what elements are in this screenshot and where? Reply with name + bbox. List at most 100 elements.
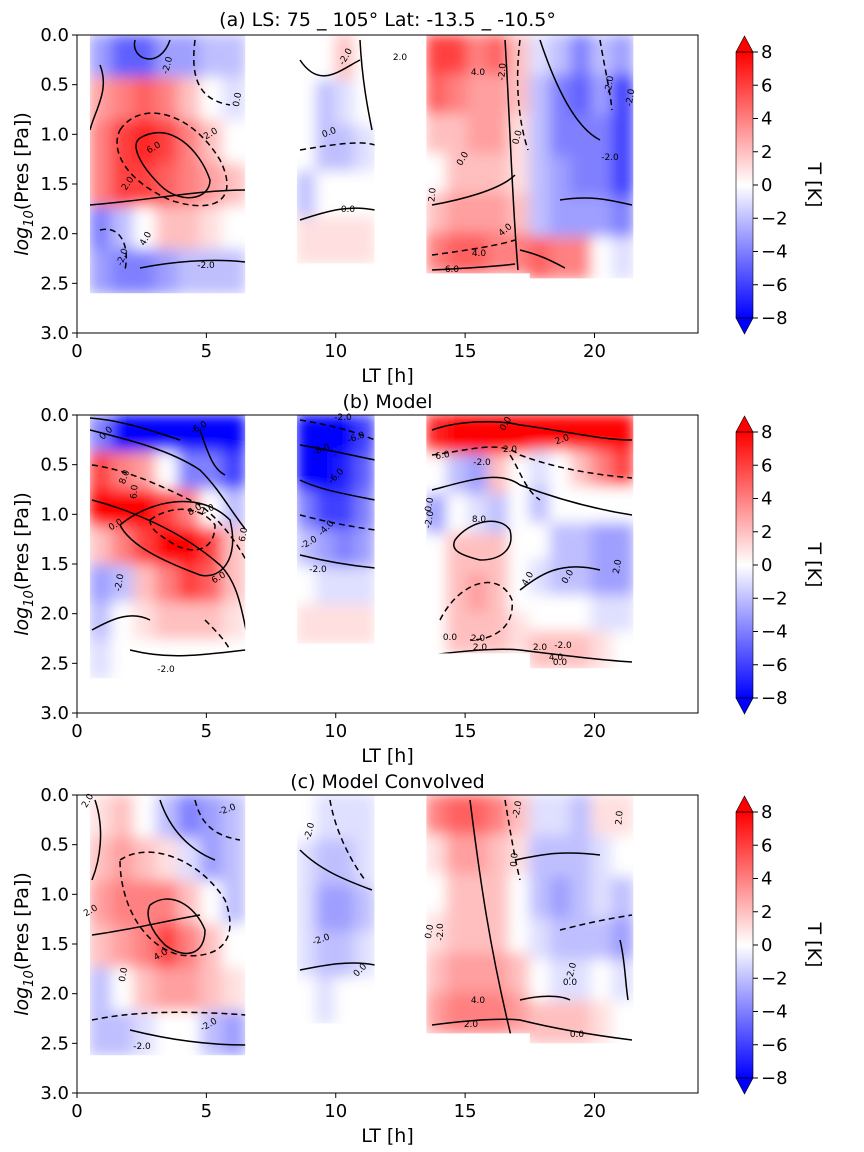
contour-line — [431, 476, 633, 516]
field-cell-b3 — [590, 115, 614, 158]
field-cell-b3 — [549, 594, 573, 634]
contour-line — [193, 39, 231, 106]
contour-label: 2.0 — [471, 634, 486, 644]
field-cell-b1 — [315, 35, 337, 82]
field-cell-b0 — [222, 77, 247, 123]
field-cell-b0 — [133, 639, 158, 679]
colorbar-gradient — [736, 812, 753, 1078]
contour-line — [91, 499, 247, 631]
field-cell-b3 — [611, 196, 634, 239]
field-cell-b1 — [334, 885, 357, 934]
field-cell-b0 — [155, 120, 180, 166]
y-tick-label: 3.0 — [40, 1083, 69, 1104]
field-cell-b2 — [466, 873, 490, 916]
contour-line — [519, 566, 601, 591]
field-cell-b3 — [528, 835, 552, 879]
x-tick-label: 20 — [583, 721, 606, 742]
y-axis-label-sub: 10 — [22, 590, 37, 607]
field-cell-b0 — [177, 639, 202, 679]
y-tick-label: 2.0 — [40, 224, 69, 245]
colorbar-tick-label: −4 — [761, 622, 788, 643]
field-cell-b2 — [446, 192, 469, 235]
y-tick-label: 0.0 — [40, 25, 69, 46]
field-cell-b1 — [334, 490, 357, 531]
field-cell-b3 — [590, 795, 614, 838]
contour-line — [159, 799, 216, 861]
contour-line — [431, 239, 516, 256]
contour-label: 8.0 — [118, 469, 132, 486]
field-cell-b1 — [295, 931, 318, 979]
x-axis-label: LT [h] — [361, 1125, 413, 1147]
field-cell-b0 — [133, 837, 158, 883]
panel-title: (b) Model — [343, 391, 433, 413]
contour-line — [431, 420, 633, 441]
panel-c: 2.02.04.00.0-2.0-2.0-2.0-2.0-2.00.0-2.00… — [11, 771, 825, 1147]
field-cell-b0 — [89, 602, 114, 642]
field-cell-b0 — [89, 249, 114, 294]
field-cell-b1 — [315, 976, 337, 1025]
field-cell-b1 — [295, 216, 318, 265]
panel-title: (a) LS: 75 _ 105° Lat: -13.5 _ -10.5° — [219, 9, 556, 31]
field-cell-b3 — [549, 918, 573, 962]
contour-label: 2.0 — [464, 1020, 479, 1030]
y-axis-label: log10(Pres [Pa]) — [11, 112, 37, 256]
contour-label: -2.0 — [436, 923, 446, 941]
field-cell-b3 — [590, 450, 614, 489]
field-cell-b0 — [111, 967, 136, 1013]
field-cell-b0 — [177, 415, 202, 454]
contour-line — [89, 189, 246, 206]
field-cell-b1 — [315, 795, 337, 842]
contour-line — [431, 648, 633, 663]
colorbar-tick-label: −6 — [761, 275, 788, 296]
contour-label: 8.0 — [472, 515, 487, 525]
contour-line — [431, 174, 516, 206]
field-cell-b0 — [111, 564, 136, 605]
field-cell-b1 — [334, 931, 357, 979]
field-cell-b2 — [446, 913, 469, 955]
field-cell-b3 — [549, 415, 573, 453]
field-cell-b1 — [315, 415, 337, 455]
field-cell-b1 — [295, 566, 318, 607]
y-axis-label: log10(Pres [Pa]) — [11, 492, 37, 636]
field-cell-b2 — [425, 415, 449, 456]
field-cell-b3 — [549, 558, 573, 597]
field-cell-b2 — [446, 952, 469, 995]
field-cell-b1 — [354, 839, 376, 888]
colorbar-tick-label: 8 — [761, 802, 772, 823]
colorbar-label: T [K] — [803, 162, 825, 208]
field-cell-b3 — [528, 486, 552, 525]
colorbar-tick-label: 0 — [761, 555, 772, 576]
field-cell-b3 — [549, 631, 573, 670]
field-cell-b3 — [528, 196, 552, 239]
field-cell-b3 — [590, 594, 614, 634]
field-cell-b3 — [570, 155, 593, 199]
contour-line — [129, 1029, 247, 1046]
contour-line — [504, 799, 521, 881]
field-cell-b1 — [315, 885, 337, 934]
y-tick-label: 0.5 — [40, 455, 69, 476]
field-cell-b0 — [222, 120, 247, 166]
field-cell-b3 — [528, 795, 552, 838]
x-axis-label: LT [h] — [361, 745, 413, 767]
field-cell-b0 — [111, 880, 136, 927]
field-cell-b2 — [425, 113, 449, 156]
field-cell-b0 — [222, 795, 247, 840]
field-cell-b3 — [570, 876, 593, 921]
y-tick-label: 0.5 — [40, 75, 69, 96]
field-cell-b2 — [487, 992, 511, 1035]
colorbar: 8 6 4 2 0 −2 −4 −6 −8 T [K] — [735, 415, 825, 715]
contour-line — [439, 581, 513, 641]
contour-line — [559, 914, 633, 931]
field-cell-b0 — [111, 35, 136, 80]
field-cell-b2 — [487, 533, 511, 575]
field-cell-b0 — [155, 415, 180, 454]
field-cell-b2 — [508, 873, 531, 916]
contour-line — [514, 852, 601, 861]
field-cell-b3 — [528, 35, 552, 77]
field-cell-b2 — [487, 192, 511, 235]
field-cell-b0 — [133, 880, 158, 927]
field-cell-b3 — [549, 74, 573, 118]
contour-line — [99, 228, 127, 271]
contour-label: 0.0 — [321, 126, 338, 140]
panel-b: 0.0 -6.08.06.00.08.06.02.06.0-2.0-2.0-6.0… — [11, 391, 825, 767]
